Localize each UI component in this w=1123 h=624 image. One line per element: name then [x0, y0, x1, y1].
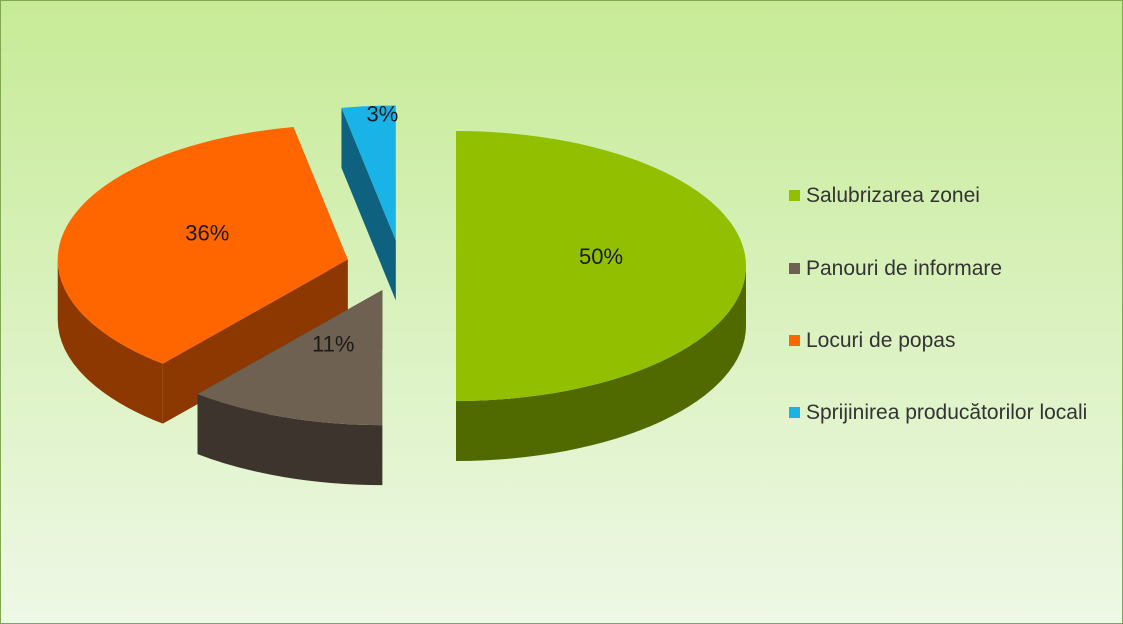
slice: 11% — [197, 290, 383, 486]
slice-side — [456, 266, 746, 461]
slice — [456, 131, 746, 401]
slice-side — [57, 259, 163, 424]
data-label: 3% — [367, 101, 399, 126]
data-label: 36% — [185, 221, 229, 246]
slice-side — [341, 107, 396, 301]
legend-item: Sprijinirea producătorilor locali — [789, 399, 1119, 426]
legend-swatch — [789, 263, 800, 274]
data-label: 50% — [579, 244, 623, 269]
legend-item: Locuri de popas — [789, 327, 1119, 354]
legend-label: Panouri de informare — [806, 257, 1003, 280]
slice — [341, 105, 396, 241]
slice: 36% — [57, 127, 348, 424]
slice: 50% — [456, 131, 746, 461]
data-label: 11% — [312, 331, 354, 356]
legend-swatch — [789, 190, 800, 201]
legend-swatch — [789, 335, 800, 346]
legend-item: Panouri de informare — [789, 255, 1119, 282]
legend-label: Sprijinirea producătorilor locali — [806, 401, 1088, 424]
slice-side — [162, 259, 348, 424]
legend-item: Salubrizarea zonei — [789, 182, 1119, 209]
legend-label: Salubrizarea zonei — [806, 184, 980, 207]
slice — [197, 290, 383, 426]
slice — [57, 127, 348, 364]
legend-label: Locuri de popas — [806, 329, 956, 352]
legend-swatch — [789, 407, 800, 418]
slice: 3% — [341, 101, 399, 301]
slice-side — [197, 394, 383, 486]
